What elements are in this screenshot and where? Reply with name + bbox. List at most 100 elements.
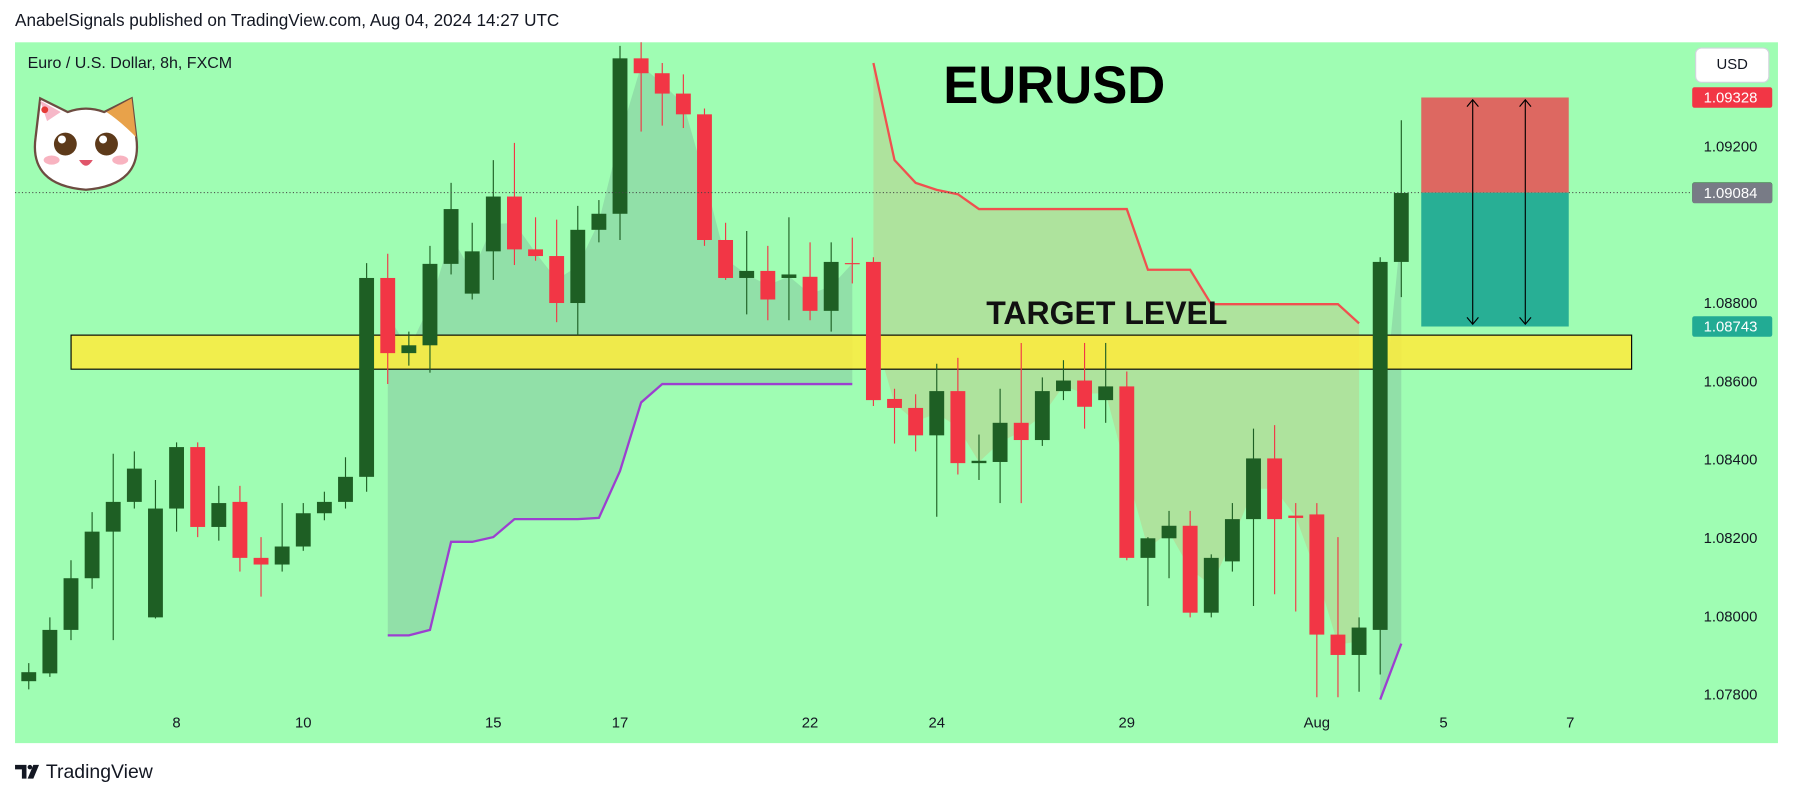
candle-body — [274, 546, 290, 565]
candle-body — [1224, 519, 1240, 562]
x-tick-label: 7 — [1566, 716, 1574, 732]
price-label-box — [1692, 87, 1773, 108]
candle-body — [1182, 525, 1198, 613]
x-tick-label: Aug — [1304, 716, 1330, 732]
candle-body — [760, 270, 776, 300]
x-tick-label: 8 — [172, 716, 180, 732]
tradingview-logo — [15, 764, 40, 779]
candle-body — [675, 93, 691, 115]
candle-body — [232, 501, 248, 558]
candle-body — [718, 239, 734, 278]
candle-body — [148, 508, 163, 618]
currency-label[interactable]: USD — [1717, 57, 1749, 73]
candle-body — [1246, 458, 1261, 520]
target-label: TARGET LEVEL — [986, 295, 1227, 331]
candle-body — [1013, 422, 1029, 441]
candle-body — [781, 274, 797, 278]
candle-body — [295, 513, 311, 547]
price-label-box — [1692, 182, 1773, 204]
arrow-head — [1466, 98, 1479, 326]
candle-body — [1393, 193, 1409, 262]
publish-header: AnabelSignals published on TradingView.c… — [15, 10, 559, 30]
reward-area — [1421, 192, 1569, 327]
candle-body — [169, 447, 185, 509]
y-tick-label: 1.08800 — [1704, 296, 1758, 312]
candle-body — [464, 251, 480, 294]
candle-body — [422, 263, 438, 346]
candle-body — [1351, 627, 1367, 655]
trend-line — [872, 62, 1360, 325]
candle-body — [507, 196, 522, 250]
symbol-label: Euro / U.S. Dollar, 8h, FXCM — [28, 55, 233, 72]
candle-body — [126, 468, 142, 502]
plot-area — [21, 42, 1633, 700]
candle-body — [528, 249, 543, 257]
candle-body — [1034, 391, 1050, 441]
candle-body — [908, 407, 924, 436]
candle-body — [443, 209, 459, 264]
candle-body — [380, 277, 396, 354]
candle-body — [338, 476, 353, 502]
chart-title: EURUSD — [943, 56, 1165, 115]
candle-body — [802, 276, 818, 311]
candle-body — [950, 391, 966, 464]
y-tick-label: 1.08400 — [1704, 453, 1758, 469]
candle-body — [42, 629, 58, 674]
y-tick-label: 1.09200 — [1704, 140, 1758, 156]
candle-body — [549, 256, 565, 304]
price-axis: 1.09200 1.08800 1.08600 1.08400 1.08200 1.080… — [1692, 87, 1773, 704]
candle-body — [887, 398, 902, 408]
candle-body — [63, 578, 79, 630]
price-label: 1.09084 — [1704, 186, 1758, 202]
cat-icon — [33, 96, 139, 191]
x-tick-label: 10 — [295, 716, 312, 732]
y-tick-label: 1.08600 — [1704, 374, 1758, 390]
candle-body — [844, 263, 860, 265]
candle-body — [1098, 386, 1114, 401]
currency-button[interactable] — [1695, 47, 1770, 83]
candle-body — [21, 672, 37, 682]
x-tick-label: 5 — [1439, 716, 1447, 732]
y-tick-label: 1.08200 — [1704, 531, 1758, 547]
candle-body — [105, 501, 121, 532]
candle-body — [612, 58, 628, 214]
candle-body — [739, 270, 755, 278]
x-tick-label: 29 — [1119, 716, 1136, 732]
candle-body — [84, 531, 100, 579]
candle-body — [570, 229, 586, 304]
candle-body — [253, 557, 269, 565]
footer-brand: TradingView — [46, 761, 154, 783]
y-tick-label: 1.07800 — [1704, 688, 1758, 704]
candle-body — [1161, 525, 1177, 539]
x-tick-label: 17 — [612, 716, 629, 732]
price-label: 1.09328 — [1704, 91, 1758, 107]
candle-body — [1077, 380, 1092, 407]
candle-body — [190, 447, 206, 527]
candle-body — [1309, 514, 1325, 635]
candle-body — [359, 277, 375, 477]
candle-body — [1056, 380, 1071, 392]
candle-body — [865, 261, 881, 401]
candle-body — [211, 503, 227, 527]
candle-body — [697, 114, 712, 240]
x-tick-label: 24 — [928, 716, 945, 732]
candle-body — [1203, 557, 1219, 613]
candle-body — [401, 345, 417, 354]
price-label: 1.08743 — [1704, 320, 1758, 336]
candle-body — [591, 213, 607, 230]
candle-body — [1330, 634, 1346, 655]
candle-body — [654, 73, 670, 94]
y-tick-label: 1.08000 — [1704, 609, 1758, 625]
candle-body — [992, 422, 1008, 462]
candle-body — [1288, 515, 1304, 518]
trend-line — [387, 382, 1403, 700]
risk-area — [1421, 97, 1569, 193]
candle-body — [971, 460, 987, 464]
candle-body — [316, 501, 332, 514]
x-tick-label: 22 — [802, 716, 819, 732]
target-zone — [70, 334, 1633, 370]
candle-body — [1372, 261, 1388, 630]
candle-body — [929, 391, 945, 436]
